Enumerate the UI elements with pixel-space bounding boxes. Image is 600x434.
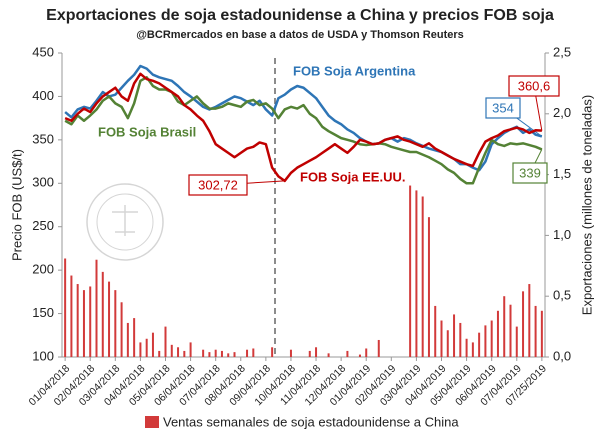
bar [271, 347, 274, 357]
bar [133, 318, 136, 357]
y2-tick-label: 2,0 [553, 105, 571, 120]
bar [509, 304, 512, 357]
chart-title: Exportaciones de soja estadounidense a C… [46, 7, 554, 24]
bar [365, 348, 368, 357]
bar [440, 320, 443, 357]
bar [202, 349, 205, 357]
y-tick-label: 450 [32, 44, 54, 59]
label-box [188, 174, 248, 196]
value-label: 360,6 [518, 78, 551, 93]
y-axis-title: Precio FOB (US$/t) [9, 149, 24, 261]
bar [434, 305, 437, 357]
bar [183, 350, 186, 357]
bar [82, 290, 85, 357]
bar [421, 196, 424, 357]
bar [64, 258, 67, 357]
y-tick-label: 100 [32, 348, 54, 363]
bar [145, 338, 148, 357]
series-label: FOB Soja Argentina [293, 63, 416, 78]
y2-tick-label: 2,5 [553, 44, 571, 59]
bar [503, 296, 506, 357]
series-label: FOB Soja EE.UU. [300, 169, 405, 184]
bar [515, 326, 518, 357]
bar [490, 320, 493, 357]
bar [484, 325, 487, 357]
bar [227, 353, 230, 357]
y-tick-label: 350 [32, 131, 54, 146]
y2-tick-label: 0,5 [553, 288, 571, 303]
bar [95, 259, 98, 357]
bar [139, 342, 142, 357]
y2-axis-title: Exportaciones (millones de toneladas) [579, 95, 594, 315]
value-label: 302,72 [198, 177, 238, 192]
y-tick-label: 300 [32, 175, 54, 190]
bar [252, 348, 255, 357]
bar [409, 185, 412, 357]
bar [377, 339, 380, 357]
bar [126, 322, 129, 357]
y-tick-label: 400 [32, 88, 54, 103]
bar [315, 347, 318, 357]
bar [158, 350, 161, 357]
bar [114, 290, 117, 357]
bar [208, 352, 211, 357]
bar [108, 281, 111, 357]
bar [220, 350, 223, 357]
bar [528, 284, 531, 357]
bar [289, 349, 292, 357]
bar [540, 310, 543, 357]
legend-label: Ventas semanales de soja estadounidense … [163, 414, 459, 429]
bar [164, 326, 167, 357]
bar [522, 291, 525, 357]
bar [76, 284, 79, 357]
bar [453, 314, 456, 357]
label-box [512, 162, 548, 184]
bar [89, 286, 92, 357]
bar [170, 344, 173, 357]
bar [214, 349, 217, 357]
series-label: FOB Soja Brasil [98, 124, 196, 139]
y2-tick-label: 0,0 [553, 348, 571, 363]
bar [233, 352, 236, 357]
bar [177, 347, 180, 357]
bar [151, 332, 154, 357]
watermark-seal [86, 183, 164, 261]
y2-tick-label: 1,0 [553, 227, 571, 242]
chart-subtitle: @BCRmercados en base a datos de USDA y T… [136, 29, 464, 41]
bar [465, 338, 468, 357]
y-tick-label: 150 [32, 305, 54, 320]
bar [427, 217, 430, 357]
bar [70, 275, 73, 357]
bar [346, 350, 349, 357]
value-label: 339 [519, 165, 541, 180]
y-tick-label: 250 [32, 218, 54, 233]
bar [478, 332, 481, 357]
value-label: 354 [492, 100, 514, 115]
line [64, 64, 543, 172]
label-box [508, 75, 560, 97]
bar [534, 305, 537, 357]
bar [189, 342, 192, 357]
bar [120, 302, 123, 357]
bar [496, 310, 499, 357]
bar [446, 330, 449, 357]
bar [308, 350, 311, 357]
bar [459, 322, 462, 357]
y-tick-label: 200 [32, 262, 54, 277]
legend-swatch [145, 416, 159, 428]
line [64, 72, 542, 183]
bar [415, 190, 418, 357]
bar [327, 353, 330, 357]
y2-tick-label: 1,5 [553, 166, 571, 181]
bar [246, 349, 249, 357]
bar [101, 271, 104, 357]
label-box [485, 97, 521, 119]
bar [471, 342, 474, 357]
bar [358, 354, 361, 357]
